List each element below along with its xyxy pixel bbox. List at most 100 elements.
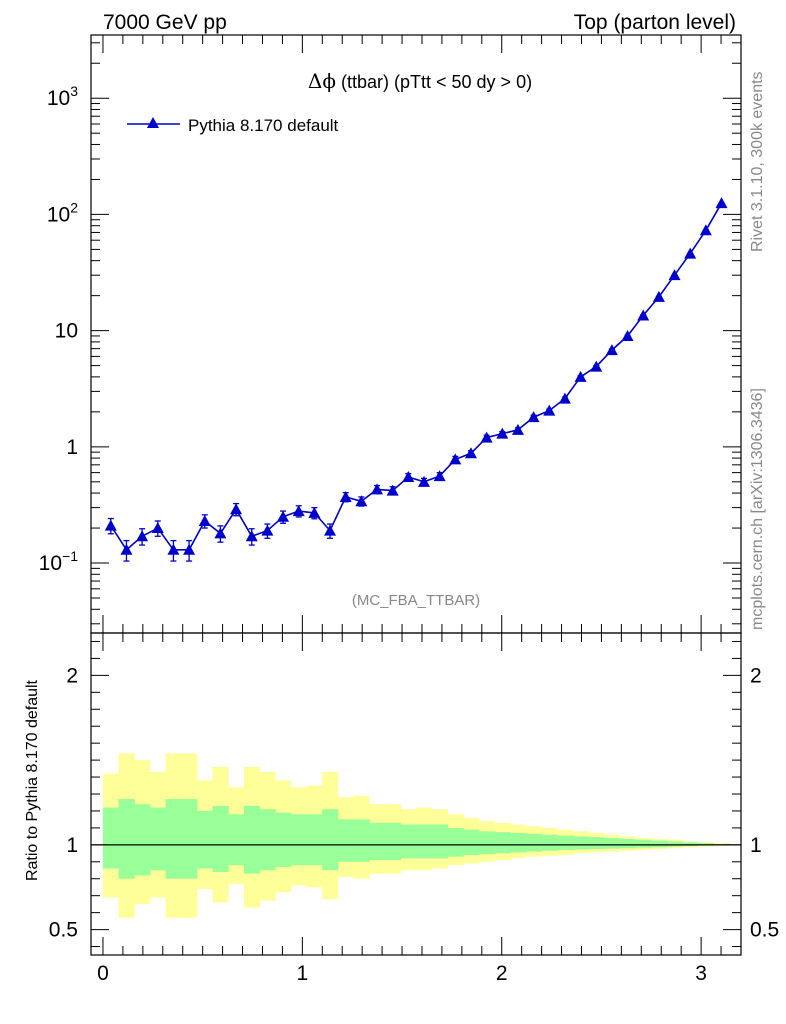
inner-band-bin — [212, 805, 229, 872]
inner-band-bin — [431, 824, 448, 859]
data-point — [511, 423, 524, 435]
header-left-label: 7000 GeV pp — [103, 11, 227, 34]
inner-band-bin — [557, 835, 574, 850]
data-point — [402, 471, 415, 483]
data-point — [464, 447, 477, 459]
main-y-axis: 10−1 1 10 102 103 — [39, 42, 741, 625]
inner-band-bin — [588, 837, 605, 850]
ratio-y-tick-label-right: 0.5 — [750, 919, 779, 942]
series-line — [110, 202, 723, 552]
data-point — [183, 543, 196, 555]
inner-band-bin — [541, 834, 558, 851]
inner-band-bin — [290, 814, 308, 866]
data-point — [543, 404, 556, 416]
inner-band-bin — [259, 809, 276, 871]
data-point — [684, 247, 697, 259]
data-point — [433, 470, 446, 482]
inner-band-bin — [494, 832, 511, 854]
data-point — [198, 515, 211, 527]
ratio-frame — [90, 632, 742, 956]
data-point — [277, 510, 290, 522]
data-point — [496, 427, 509, 439]
inner-band-bin — [478, 831, 495, 855]
y-tick-label: 1 — [66, 436, 78, 459]
x-tick-label: 1 — [297, 962, 309, 985]
legend-marker — [147, 117, 159, 128]
inner-band-bin — [525, 833, 542, 852]
y-tick-label: 10−1 — [39, 548, 79, 575]
legend-label: Pythia 8.170 default — [188, 116, 339, 135]
x-tick-label: 3 — [695, 962, 707, 985]
plot-title-symbol: Δϕ — [308, 69, 336, 93]
data-point — [292, 505, 305, 517]
data-point — [637, 309, 650, 321]
ratio-y-axis: 0.5 0.5 1 1 2 2 — [49, 640, 779, 948]
ratio-y-tick-label: 0.5 — [49, 919, 78, 942]
inner-band-bin — [572, 836, 589, 850]
data-point — [245, 530, 258, 542]
inner-band-bin — [196, 810, 214, 869]
ratio-y-tick-label: 2 — [66, 664, 78, 687]
inner-band-bin — [619, 838, 636, 849]
data-point — [527, 411, 540, 423]
inner-band-bin — [228, 814, 245, 866]
data-point — [104, 519, 117, 531]
data-point — [715, 197, 728, 209]
inner-band-bin — [337, 819, 355, 862]
ratio-panel: 0.5 0.5 1 1 2 2 0 1 2 3 Ratio to Pythia 8.170 de… — [24, 632, 779, 985]
data-point — [386, 484, 399, 496]
x-tick-label: 2 — [496, 962, 508, 985]
plot-title-text: (ttbar) (pTtt < 50 dy > 0) — [336, 72, 532, 92]
data-point — [417, 475, 430, 487]
inner-band-bin — [243, 805, 261, 874]
inner-band-bin — [447, 827, 464, 857]
data-point — [324, 524, 337, 536]
inner-band-bin — [651, 840, 668, 848]
ratio-y-tick-label: 1 — [66, 834, 78, 857]
data-point — [214, 527, 227, 539]
inner-band-bin — [400, 824, 417, 859]
legend: Pythia 8.170 default — [127, 116, 339, 135]
inner-band-bin — [102, 807, 120, 869]
y-tick-label: 103 — [47, 83, 78, 110]
ratio-y-tick-label-right: 2 — [750, 664, 762, 687]
header-right-label: Top (parton level) — [574, 11, 736, 34]
y-tick-label: 10 — [55, 320, 78, 343]
ratio-y-label: Ratio to Pythia 8.170 default — [24, 679, 41, 881]
ratio-y-tick-label-right: 1 — [750, 834, 762, 857]
mcplots-label: mcplots.cern.ch [arXiv:1306.3436] — [749, 388, 766, 630]
data-point — [261, 524, 274, 536]
data-point — [355, 495, 368, 507]
data-point — [371, 483, 383, 495]
data-point — [652, 290, 665, 302]
inner-band-bin — [165, 799, 182, 879]
data-point — [120, 543, 133, 555]
plot-title: Δϕ (ttbar) (pTtt < 50 dy > 0) — [308, 69, 532, 93]
rivet-version-label: Rivet 3.1.10, 300k events — [749, 71, 766, 252]
data-point — [480, 431, 493, 443]
y-tick-label: 102 — [47, 199, 78, 226]
ratio-plot-area — [91, 753, 741, 918]
inner-band-bin — [666, 841, 683, 847]
inner-band-bin — [604, 838, 621, 849]
data-point — [151, 522, 164, 534]
data-point — [574, 370, 587, 382]
inner-band-bin — [369, 822, 386, 861]
data-point — [605, 344, 618, 356]
data-point — [167, 543, 180, 555]
main-panel: 10−1 1 10 102 103 Δϕ (ttbar) (pTtt < 50 dy >… — [39, 34, 742, 634]
x-tick-label: 0 — [97, 962, 109, 985]
inner-band-bin — [384, 822, 402, 861]
inner-band-bin — [463, 829, 480, 856]
analysis-watermark: (MC_FBA_TTBAR) — [352, 592, 480, 609]
data-point — [339, 491, 352, 503]
inner-band-bin — [306, 814, 323, 866]
data-point — [136, 530, 149, 542]
data-point — [308, 506, 321, 518]
inner-band-bin — [682, 842, 699, 847]
inner-band-bin — [134, 804, 151, 876]
inner-band-bin — [275, 812, 292, 867]
data-point — [558, 392, 571, 404]
inner-band-bin — [322, 809, 339, 871]
